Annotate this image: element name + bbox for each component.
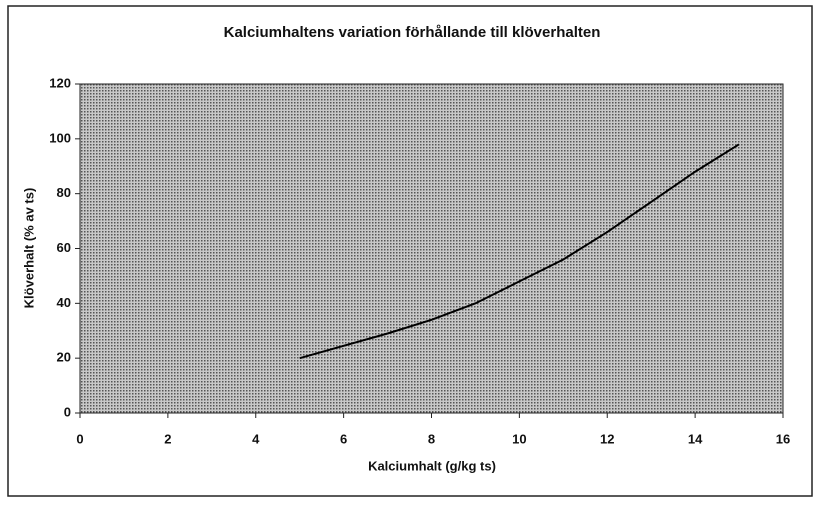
y-tick-label: 20: [57, 350, 71, 365]
x-tick-label: 16: [776, 431, 790, 446]
y-tick-label: 60: [57, 240, 71, 255]
x-tick-label: 8: [428, 431, 435, 446]
y-tick-label: 100: [49, 130, 71, 145]
x-tick-label: 14: [688, 431, 703, 446]
x-tick-label: 0: [76, 431, 83, 446]
x-axis-label: Kalciumhalt (g/kg ts): [368, 458, 496, 473]
y-tick-label: 120: [49, 75, 71, 90]
x-tick-label: 12: [600, 431, 614, 446]
chart-title: Kalciumhaltens variation förhållande til…: [224, 24, 601, 41]
x-tick-label: 10: [512, 431, 526, 446]
x-tick-label: 6: [340, 431, 347, 446]
frame: [7, 5, 813, 497]
y-axis-label: Klöverhalt (% av ts): [21, 188, 36, 309]
data-line: [299, 143, 740, 360]
y-tick-label: 40: [57, 295, 71, 310]
y-tick-label: 0: [64, 404, 71, 419]
x-tick-label: 2: [164, 431, 171, 446]
y-tick-label: 80: [57, 185, 71, 200]
x-tick-label: 4: [252, 431, 260, 446]
plot-area: [79, 83, 784, 414]
